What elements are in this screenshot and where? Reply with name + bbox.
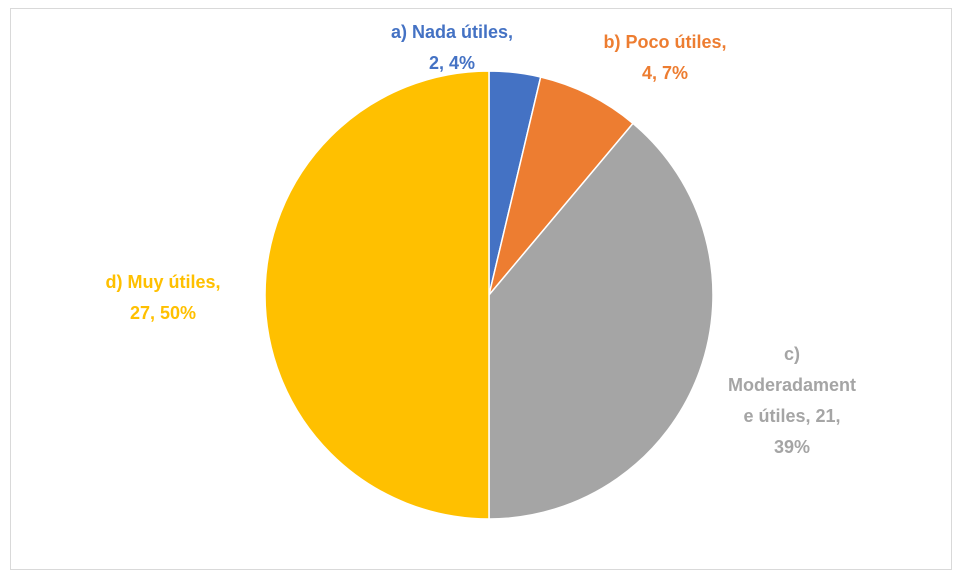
- data-label: b) Poco útiles,: [603, 32, 726, 52]
- data-label: 27, 50%: [130, 303, 196, 323]
- data-label: a) Nada útiles,: [391, 22, 513, 42]
- data-label: 4, 7%: [642, 63, 688, 83]
- data-label: 39%: [774, 437, 810, 457]
- data-label: Moderadament: [728, 375, 856, 395]
- data-label: d) Muy útiles,: [105, 272, 220, 292]
- data-label: 2, 4%: [429, 53, 475, 73]
- data-label: e útiles, 21,: [743, 406, 840, 426]
- data-label: c): [784, 344, 800, 364]
- pie-slice: [488, 122, 714, 520]
- pie-slice: [488, 76, 635, 296]
- pie-slice: [264, 70, 490, 520]
